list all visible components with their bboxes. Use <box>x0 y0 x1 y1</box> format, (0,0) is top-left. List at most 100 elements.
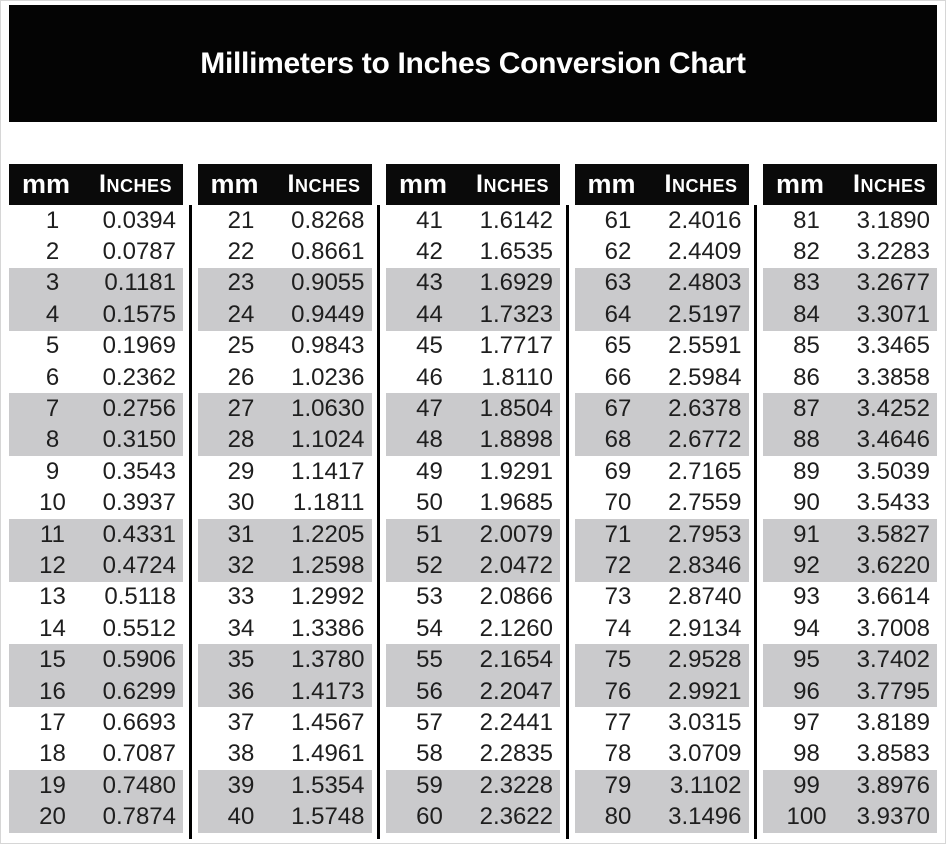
inches-value: 2.2047 <box>479 677 553 705</box>
table-row: 76 2.9921 <box>574 675 749 708</box>
inches-value: 3.4646 <box>856 426 930 454</box>
mm-value: 10 <box>39 489 66 517</box>
mm-value: 67 <box>604 395 632 423</box>
inches-value: 3.5433 <box>856 489 930 517</box>
inches-column-header: Inches <box>287 170 361 198</box>
table-row: 11 0.4331 <box>9 518 183 551</box>
mm-value: 2 <box>45 238 60 266</box>
mm-value: 73 <box>604 583 632 611</box>
table-row: 100 3.9370 <box>763 801 937 833</box>
table-row: 31 1.2205 <box>197 518 372 551</box>
inches-value: 0.6693 <box>102 708 176 736</box>
mm-value: 47 <box>416 395 443 423</box>
inches-value: 0.8268 <box>291 206 365 234</box>
inches-value: 1.9685 <box>479 489 553 517</box>
inches-value: 3.1496 <box>668 803 742 831</box>
mm-value: 33 <box>227 583 255 611</box>
table-row: 59 2.3228 <box>386 770 560 802</box>
inches-value: 0.5512 <box>102 614 176 642</box>
inches-value: 2.6772 <box>668 426 742 454</box>
column-divider <box>565 205 569 839</box>
mm-value: 89 <box>793 457 820 485</box>
conversion-tables: mm Inches 1 0.0394 2 0.0787 3 0.1181 4 0.1575 5 0.1… <box>9 164 937 839</box>
table-row: 88 3.4646 <box>763 424 937 457</box>
table-row: 62 2.4409 <box>574 236 749 268</box>
inches-value: 1.3386 <box>291 614 365 642</box>
table-row: 2 0.0787 <box>9 236 183 268</box>
inches-value: 1.4173 <box>291 677 365 705</box>
table-row: 98 3.8583 <box>763 738 937 771</box>
table-row: 73 2.8740 <box>574 581 749 614</box>
mm-value: 26 <box>227 363 255 391</box>
inches-value: 3.3858 <box>856 363 930 391</box>
table-row: 68 2.6772 <box>574 424 749 457</box>
mm-value: 70 <box>604 489 632 517</box>
mm-value: 100 <box>786 803 827 831</box>
table-row: 75 2.9528 <box>574 644 749 676</box>
mm-value: 45 <box>416 332 443 360</box>
table-row: 74 2.9134 <box>574 613 749 645</box>
mm-value: 44 <box>416 300 443 328</box>
inches-value: 0.7087 <box>102 740 176 768</box>
inches-column-header: Inches <box>664 170 738 198</box>
mm-value: 69 <box>604 457 632 485</box>
inches-value: 0.9449 <box>291 300 365 328</box>
inches-value: 1.8898 <box>479 426 553 454</box>
inches-value: 3.2677 <box>856 269 930 297</box>
inches-value: 3.7402 <box>856 646 930 674</box>
inches-value: 1.1417 <box>291 457 365 485</box>
mm-column-header: mm <box>399 169 448 199</box>
mm-value: 50 <box>416 489 443 517</box>
inches-value: 1.0630 <box>291 395 365 423</box>
mm-value: 41 <box>416 206 443 234</box>
mm-value: 96 <box>793 677 820 705</box>
table-row: 36 1.4173 <box>197 675 372 708</box>
inches-column-header: Inches <box>476 170 549 198</box>
mm-value: 5 <box>45 332 60 360</box>
mm-value: 22 <box>227 238 255 266</box>
table-row: 16 0.6299 <box>9 675 183 708</box>
table-row: 61 2.4016 <box>574 205 749 237</box>
inches-value: 3.6220 <box>856 551 930 579</box>
mm-value: 51 <box>416 520 443 548</box>
mm-value: 62 <box>604 238 632 266</box>
table-row: 22 0.8661 <box>197 236 372 268</box>
inches-value: 2.8346 <box>668 551 742 579</box>
mm-value: 25 <box>227 332 255 360</box>
inches-value: 0.3937 <box>102 489 176 517</box>
mm-value: 76 <box>604 677 632 705</box>
inches-value: 2.1260 <box>479 614 553 642</box>
mm-value: 20 <box>39 803 66 831</box>
table-row: 97 3.8189 <box>763 707 937 739</box>
table-row: 35 1.3780 <box>197 644 372 676</box>
table-row: 99 3.8976 <box>763 770 937 802</box>
table-row: 45 1.7717 <box>386 330 560 362</box>
table-row: 1 0.0394 <box>9 205 183 237</box>
table-header-row: mm Inches <box>574 164 749 205</box>
inches-value: 0.9843 <box>291 332 365 360</box>
conversion-table-5: mm Inches 81 3.1890 82 3.2283 83 3.2677 84 3.3071… <box>763 164 937 833</box>
mm-value: 83 <box>793 269 820 297</box>
inches-value: 2.9921 <box>668 677 742 705</box>
mm-value: 99 <box>793 771 820 799</box>
table-row: 54 2.1260 <box>386 613 560 645</box>
inches-value: 3.3465 <box>856 332 930 360</box>
mm-value: 75 <box>604 646 632 674</box>
mm-value: 42 <box>416 238 443 266</box>
mm-value: 43 <box>416 269 443 297</box>
inches-value: 1.6929 <box>479 269 553 297</box>
table-row: 33 1.2992 <box>197 581 372 614</box>
inches-value: 2.5197 <box>668 300 742 328</box>
inches-value: 2.7165 <box>668 457 742 485</box>
inches-value: 2.4016 <box>668 206 742 234</box>
inches-value: 3.2283 <box>856 238 930 266</box>
table-row: 80 3.1496 <box>574 801 749 833</box>
table-row: 50 1.9685 <box>386 487 560 519</box>
inches-value: 0.3150 <box>102 426 176 454</box>
mm-value: 6 <box>45 363 60 391</box>
inches-value: 2.8740 <box>668 583 742 611</box>
mm-value: 35 <box>227 646 255 674</box>
table-row: 6 0.2362 <box>9 361 183 394</box>
mm-value: 95 <box>793 646 820 674</box>
inches-value: 2.0866 <box>479 583 553 611</box>
